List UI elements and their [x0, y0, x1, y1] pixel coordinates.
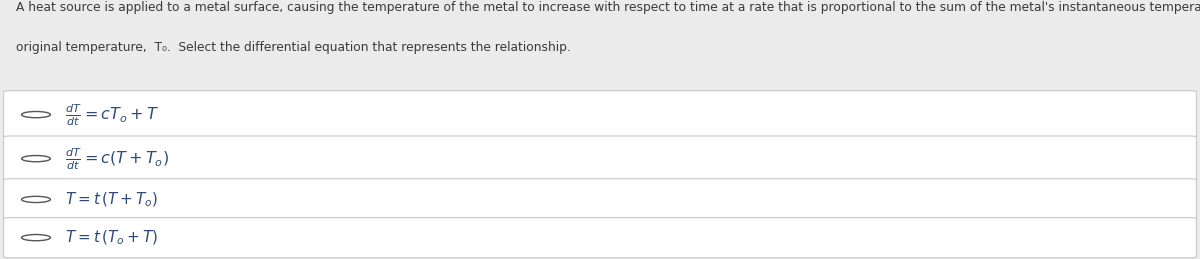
FancyBboxPatch shape — [4, 136, 1196, 181]
Text: $T = t\,(T + T_o)$: $T = t\,(T + T_o)$ — [65, 190, 158, 209]
FancyBboxPatch shape — [4, 218, 1196, 258]
Text: A heat source is applied to a metal surface, causing the temperature of the meta: A heat source is applied to a metal surf… — [16, 1, 1200, 14]
FancyBboxPatch shape — [4, 179, 1196, 220]
Text: $\frac{dT}{dt} = cT_o + T$: $\frac{dT}{dt} = cT_o + T$ — [65, 102, 158, 127]
Text: $\frac{dT}{dt} = c(T + T_o)$: $\frac{dT}{dt} = c(T + T_o)$ — [65, 146, 169, 171]
Text: original temperature,  T₀.  Select the differential equation that represents the: original temperature, T₀. Select the dif… — [16, 41, 570, 54]
FancyBboxPatch shape — [4, 91, 1196, 139]
Text: $T = t\,(T_o + T)$: $T = t\,(T_o + T)$ — [65, 228, 158, 247]
